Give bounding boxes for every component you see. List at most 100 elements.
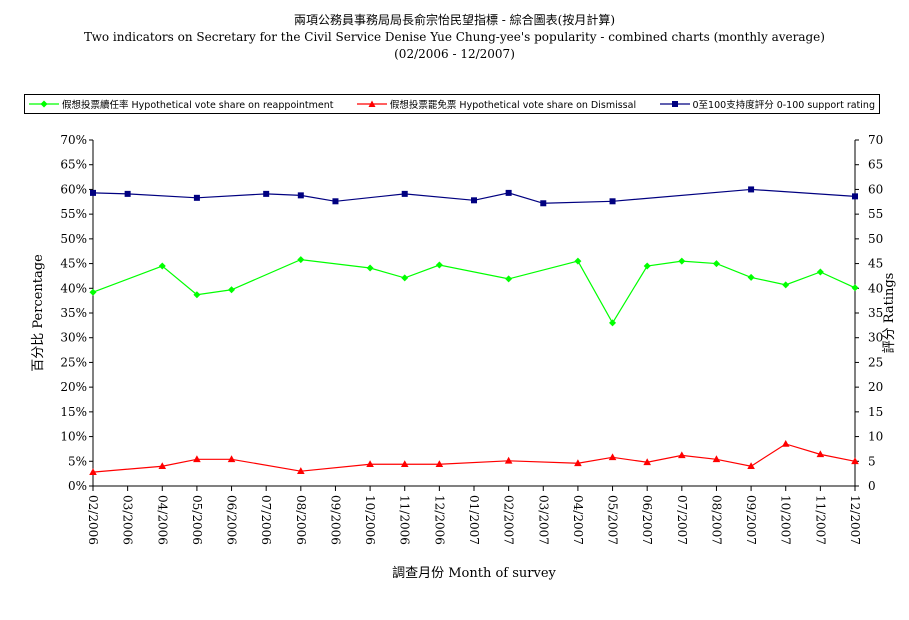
data-point-support-rating: [401, 190, 408, 197]
data-point-support-rating: [124, 190, 131, 197]
y-right-tick-label: 10: [868, 430, 883, 444]
y-left-tick-label: 20%: [60, 380, 87, 394]
y-right-tick-label: 30: [868, 331, 883, 345]
x-tick-label: 07/2007: [675, 495, 689, 545]
y-right-tick-label: 15: [868, 405, 883, 419]
data-point-reappointment: [643, 262, 651, 270]
series-line-dismissal: [92, 443, 856, 473]
x-tick-label: 03/2006: [121, 495, 135, 545]
y-right-tick-label: 50: [868, 232, 883, 246]
legend-item-support-rating: 0至100支持度評分 0-100 support rating: [659, 97, 875, 111]
data-point-support-rating: [193, 194, 200, 201]
legend-swatch-support-rating: [659, 101, 690, 107]
y-left-tick-label: 35%: [60, 306, 87, 320]
data-point-dismissal: [366, 460, 374, 468]
data-point-reappointment: [747, 273, 755, 281]
data-point-reappointment: [435, 261, 443, 269]
x-tick-label: 01/2007: [467, 495, 481, 545]
x-tick-label: 08/2006: [294, 495, 308, 545]
y-left-tick-label: 0%: [68, 479, 87, 493]
y-left-tick-label: 10%: [60, 430, 87, 444]
y-left-axis-title: 百分比 Percentage: [31, 254, 46, 372]
y-left-tick-label: 15%: [60, 405, 87, 419]
data-point-reappointment: [712, 260, 720, 268]
data-point-dismissal: [678, 451, 686, 459]
data-point-reappointment: [609, 319, 617, 327]
data-point-dismissal: [435, 460, 444, 468]
x-tick-label: 02/2006: [86, 495, 100, 545]
data-point-dismissal: [643, 458, 651, 466]
x-axis-title: 調查月份 Month of survey: [392, 566, 556, 581]
x-tick-label: 05/2006: [190, 495, 204, 545]
data-point-support-rating: [90, 189, 96, 196]
y-right-tick-label: 55: [868, 207, 883, 221]
x-tick-label: 12/2007: [848, 495, 862, 545]
data-point-reappointment: [782, 281, 790, 289]
y-right-tick-label: 60: [868, 182, 883, 196]
data-point-reappointment: [297, 256, 305, 264]
y-right-tick-label: 25: [868, 355, 883, 369]
data-point-dismissal: [504, 456, 513, 464]
y-left-tick-label: 30%: [60, 331, 87, 345]
data-point-support-rating: [540, 200, 547, 207]
data-point-reappointment: [89, 288, 97, 296]
data-point-dismissal: [608, 453, 617, 461]
y-left-tick-label: 65%: [60, 158, 87, 172]
y-left-tick-label: 50%: [60, 232, 87, 246]
data-point-support-rating: [852, 193, 858, 200]
y-right-tick-label: 35: [868, 306, 883, 320]
data-point-reappointment: [851, 284, 859, 292]
x-tick-label: 12/2006: [432, 495, 446, 545]
x-tick-label: 08/2007: [709, 495, 723, 545]
data-point-reappointment: [193, 291, 201, 299]
data-point-dismissal: [89, 468, 97, 475]
data-point-reappointment: [228, 286, 236, 294]
data-point-support-rating: [297, 192, 304, 199]
x-tick-label: 09/2007: [744, 495, 758, 545]
data-point-support-rating: [263, 190, 270, 197]
data-point-dismissal: [158, 462, 167, 470]
y-right-tick-label: 20: [868, 380, 883, 394]
data-point-dismissal: [781, 439, 790, 447]
x-tick-label: 06/2006: [225, 495, 239, 545]
x-tick-label: 03/2007: [536, 495, 550, 545]
chart-title-block: 兩項公務員事務局局長俞宗怡民望指標 - 綜合圖表(按月計算) Two indic…: [0, 12, 909, 63]
legend-label-reappointment: 假想投票續任率 Hypothetical vote share on reapp…: [62, 100, 334, 111]
data-point-reappointment: [574, 257, 582, 265]
legend-item-dismissal: 假想投票罷免票 Hypothetical vote share on Dismi…: [356, 97, 636, 111]
data-point-dismissal: [816, 450, 825, 458]
x-tick-label: 10/2006: [363, 495, 377, 545]
legend-label-support-rating: 0至100支持度評分 0-100 support rating: [692, 100, 875, 111]
legend-swatch-reappointment: [29, 100, 59, 108]
data-point-dismissal: [400, 460, 409, 468]
data-point-support-rating: [609, 198, 616, 205]
data-point-dismissal: [712, 455, 721, 463]
chart-legend: 假想投票續任率 Hypothetical vote share on reapp…: [24, 94, 880, 114]
series-line-reappointment: [92, 259, 856, 325]
data-point-reappointment: [366, 264, 374, 272]
y-right-axis-title: 評分 Ratings: [882, 273, 897, 354]
data-point-reappointment: [505, 275, 513, 283]
data-point-reappointment: [816, 268, 824, 276]
x-tick-label: 11/2007: [813, 495, 827, 545]
y-right-tick-label: 0: [868, 479, 876, 493]
data-point-reappointment: [158, 262, 166, 270]
x-tick-label: 10/2007: [779, 495, 793, 545]
y-left-tick-label: 5%: [68, 454, 87, 468]
data-point-dismissal: [574, 459, 582, 467]
x-tick-label: 04/2006: [155, 495, 169, 545]
data-point-reappointment: [401, 274, 409, 282]
data-point-support-rating: [471, 197, 477, 204]
y-left-tick-label: 55%: [60, 207, 87, 221]
data-point-support-rating: [505, 189, 512, 196]
y-right-tick-label: 70: [868, 133, 883, 147]
chart-title: 兩項公務員事務局局長俞宗怡民望指標 - 綜合圖表(按月計算): [293, 13, 616, 27]
data-point-support-rating: [332, 198, 339, 205]
data-point-dismissal: [227, 455, 236, 463]
x-tick-label: 04/2007: [571, 495, 585, 545]
y-right-tick-label: 65: [868, 158, 883, 172]
x-tick-label: 11/2006: [398, 495, 412, 545]
x-tick-label: 05/2007: [606, 495, 620, 545]
x-tick-label: 06/2007: [640, 495, 654, 545]
